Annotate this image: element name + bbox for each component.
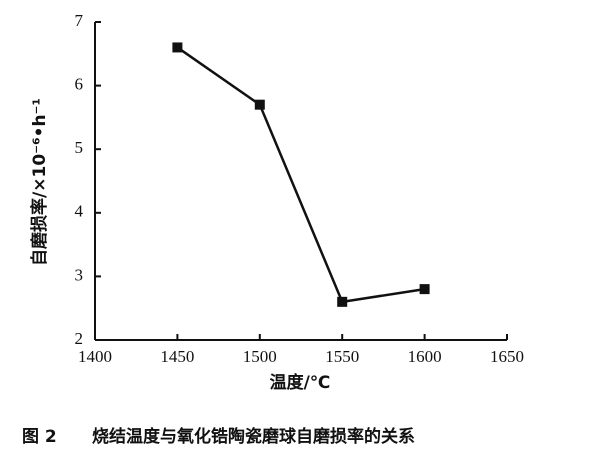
- y-tick-label: 5: [75, 138, 84, 157]
- series-line: [176, 46, 425, 304]
- y-tick-label: 6: [75, 75, 84, 94]
- data-point: [419, 284, 430, 295]
- y-axis-title: 自磨损率/×10⁻⁶•h⁻¹: [29, 98, 50, 266]
- data-point: [337, 296, 348, 307]
- y-tick-label: 2: [75, 329, 84, 348]
- x-axis-title: 温度/℃: [270, 372, 331, 393]
- x-tick-label: 1450: [160, 347, 194, 366]
- chart-title: 烧结温度与氧化锆陶瓷磨球自磨损率的关系: [92, 426, 415, 447]
- data-point: [172, 42, 183, 53]
- y-tick-label: 3: [75, 265, 84, 284]
- x-tick-label: 1600: [408, 347, 442, 366]
- y-tick-label: 7: [75, 11, 84, 30]
- y-tick-label: 4: [75, 202, 84, 221]
- x-tick-label: 1500: [243, 347, 277, 366]
- x-tick-label: 1550: [325, 347, 359, 366]
- data-point: [254, 99, 265, 110]
- figure-label: 图 2: [22, 427, 57, 447]
- x-tick-label: 1650: [490, 347, 524, 366]
- x-tick-label: 1400: [78, 347, 112, 366]
